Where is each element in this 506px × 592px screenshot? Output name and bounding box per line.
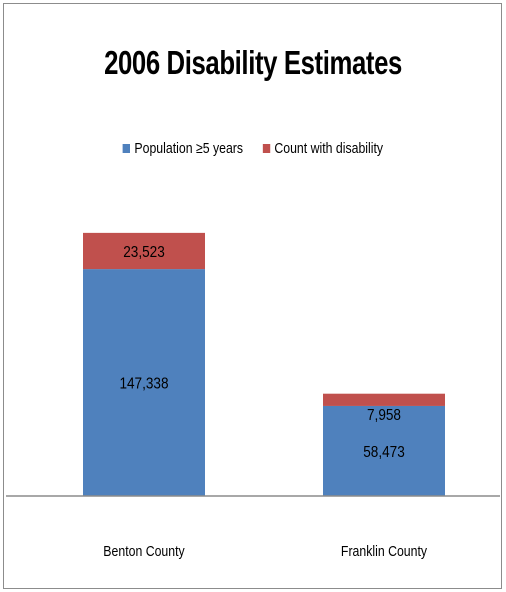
chart-legend: Population ≥5 years Count with disabilit… (46, 140, 461, 157)
legend-item-disability: Count with disability (262, 140, 384, 157)
data-label-population-0: 147,338 (119, 376, 168, 393)
data-label-disability-0: 23,523 (123, 244, 165, 261)
chart-title: 2006 Disability Estimates (104, 44, 402, 81)
data-label-disability-1: 7,958 (367, 407, 401, 424)
legend-swatch-population (122, 144, 131, 153)
data-label-population-1: 58,473 (363, 444, 405, 461)
legend-swatch-disability (262, 144, 271, 153)
bar-disability-1 (323, 393, 445, 406)
bar-population-0 (83, 269, 205, 496)
legend-label-population: Population ≥5 years (134, 140, 244, 157)
legend-item-population: Population ≥5 years (122, 140, 244, 157)
legend-label-disability: Count with disability (274, 140, 384, 157)
bar-population-1 (323, 405, 445, 496)
bar-disability-0 (83, 232, 205, 270)
category-label-0: Benton County (103, 543, 185, 560)
category-label-1: Franklin County (340, 543, 428, 560)
